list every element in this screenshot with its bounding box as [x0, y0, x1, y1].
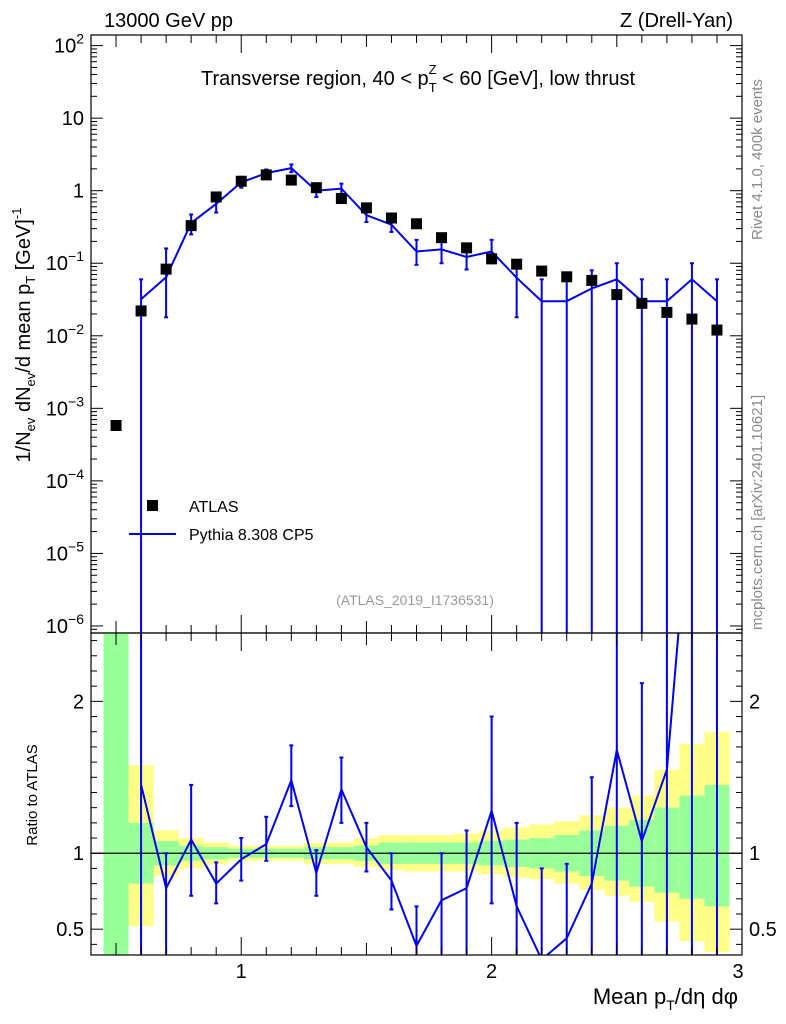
- ratio-band-inner: [103, 633, 129, 955]
- ratio-y-tick-label-right: 2: [749, 691, 760, 713]
- rivet-label: Rivet 4.1.0, 400k events: [749, 79, 766, 240]
- atlas-point: [360, 202, 372, 214]
- atlas-point: [385, 212, 397, 224]
- atlas-point: [411, 218, 422, 230]
- atlas-point: [511, 258, 523, 270]
- main-panel: Transverse region, 40 < pTZ < 60 [GeV], …: [9, 31, 743, 638]
- ratio-y-tick-label-left: 1: [73, 843, 84, 865]
- atlas-point: [310, 182, 322, 194]
- ratio-y-axis-label: Ratio to ATLAS: [24, 744, 41, 845]
- atlas-point: [285, 174, 297, 186]
- main-y-tick-label: 10−6: [46, 611, 84, 638]
- legend-pythia-label: Pythia 8.308 CP5: [189, 527, 314, 544]
- svg-text:1/Nev dNev/d mean pT [GeV]-1: 1/Nev dNev/d mean pT [GeV]-1: [9, 208, 38, 463]
- atlas-point: [160, 263, 172, 275]
- x-tick-label: 2: [486, 961, 497, 983]
- atlas-point: [561, 271, 573, 283]
- atlas-point: [260, 169, 272, 181]
- atlas-point: [661, 306, 673, 318]
- legend-atlas-label: ATLAS: [189, 499, 239, 516]
- atlas-point: [110, 419, 122, 431]
- atlas-point: [235, 175, 247, 187]
- main-y-tick-label: 10−2: [46, 321, 84, 348]
- x-tick-label: 3: [732, 961, 743, 983]
- atlas-point: [536, 265, 548, 277]
- ratio-panel: 0.5 0.5 1 1 2 2 1 2 3 Ratio to ATLAS Mean pT/dη…: [24, 632, 777, 1013]
- atlas-point: [210, 191, 222, 203]
- main-y-ticks: [91, 45, 742, 634]
- legend: ATLAS Pythia 8.308 CP5: [129, 499, 314, 544]
- main-y-axis-label: 1/Nev dNev/d mean pT [GeV]-1: [9, 208, 38, 463]
- atlas-point: [436, 232, 448, 244]
- atlas-point: [185, 220, 197, 232]
- ratio-y-tick-label-left: 2: [73, 691, 84, 713]
- ratio-y-tick-labels: 0.5 0.5 1 1 2 2: [56, 691, 777, 941]
- atlas-point: [586, 274, 598, 286]
- svg-text:Mean pT/dη dφ: Mean pT/dη dφ: [593, 984, 738, 1013]
- main-y-tick-label: 10−1: [46, 248, 84, 275]
- ratio-series: [140, 633, 718, 955]
- atlas-point: [711, 324, 723, 336]
- main-y-tick-labels: 102 10 1 10−1 10−2 10−3 10−4 10−5 10−6: [46, 31, 84, 638]
- x-axis-label: Mean pT/dη dφ: [593, 984, 738, 1013]
- svg-text:Transverse region, 40 < pTZ <: Transverse region, 40 < pTZ < 60 [GeV], …: [201, 62, 635, 95]
- atlas-point: [486, 253, 498, 265]
- atlas-point: [135, 305, 147, 317]
- header-right: Z (Drell-Yan): [620, 10, 733, 32]
- ratio-y-ticks: [91, 640, 742, 945]
- atlas-point: [686, 313, 698, 325]
- atlas-point: [335, 193, 347, 205]
- ratio-y-tick-label-left: 0.5: [56, 919, 84, 941]
- ratio-y-tick-label-right: 0.5: [749, 919, 777, 941]
- main-y-tick-label: 10: [62, 108, 84, 130]
- main-y-tick-label: 1: [73, 181, 84, 203]
- mcplots-label: mcplots.cern.ch [arXiv:2401.10621]: [749, 395, 766, 630]
- main-y-tick-label: 10−5: [46, 538, 84, 565]
- main-y-tick-label: 10−3: [46, 393, 84, 420]
- header-left: 13000 GeV pp: [104, 10, 233, 32]
- atlas-series: [110, 169, 723, 431]
- atlas-point: [611, 289, 623, 301]
- main-y-tick-label: 102: [54, 31, 84, 58]
- atlas-point: [461, 242, 473, 254]
- ratio-line: [140, 633, 680, 955]
- ratio-y-tick-label-right: 1: [749, 843, 760, 865]
- ratio-frame: [90, 632, 743, 956]
- legend-atlas-marker: [147, 500, 158, 511]
- main-y-tick-label: 10−4: [46, 466, 84, 493]
- analysis-id: (ATLAS_2019_I1736531): [336, 592, 494, 608]
- atlas-point: [636, 297, 648, 309]
- main-title: Transverse region, 40 < pTZ < 60 [GeV], …: [201, 62, 635, 95]
- ratio-x-tick-labels: 1 2 3: [236, 961, 744, 983]
- x-tick-label: 1: [236, 961, 247, 983]
